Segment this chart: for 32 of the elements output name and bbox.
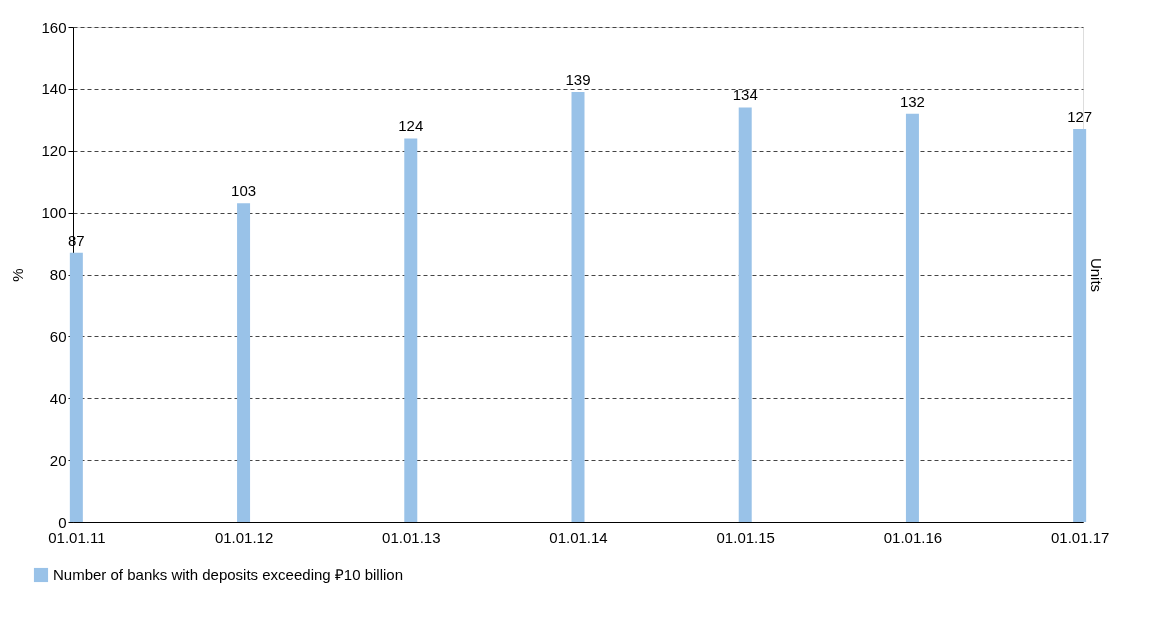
y-tick-label: 40: [49, 389, 67, 407]
y-tick-label: 80: [49, 266, 67, 283]
bar: [1073, 129, 1087, 522]
bar: [905, 113, 919, 522]
y-axis-title: %: [9, 268, 27, 282]
bar: [404, 138, 418, 522]
x-tick-label: 01.01.11: [48, 528, 106, 546]
y-tick-label: 20: [49, 451, 67, 469]
y-tick-label: 120: [41, 142, 67, 160]
x-tick-label: 01.01.12: [214, 528, 274, 546]
x-tick-label: 01.01.15: [716, 528, 775, 546]
y2-axis-title: Units: [1087, 257, 1105, 293]
x-tick-label: 01.01.17: [1050, 528, 1110, 546]
bar: [571, 91, 585, 522]
bar: [237, 203, 251, 522]
bar: [69, 252, 83, 522]
bar: [738, 107, 752, 522]
data-label: 132: [899, 92, 925, 110]
x-tick-label: 01.01.14: [549, 528, 608, 546]
data-label: 127: [1067, 108, 1093, 126]
data-label: 103: [231, 182, 257, 200]
y-tick-label: 140: [41, 80, 67, 98]
data-label: 139: [565, 70, 591, 88]
data-label: 124: [398, 117, 424, 135]
x-tick-label: 01.01.16: [883, 528, 943, 546]
y-tick-label: 60: [49, 327, 67, 345]
y-tick-label: 160: [41, 18, 67, 36]
legend-label: Number of banks with deposits exceeding ₽10 billion: [53, 566, 404, 583]
y-tick-label: 0: [58, 513, 67, 531]
x-tick-label: 01.01.13: [382, 528, 441, 546]
data-label: 134: [732, 86, 758, 104]
y-tick-label: 100: [41, 204, 67, 222]
